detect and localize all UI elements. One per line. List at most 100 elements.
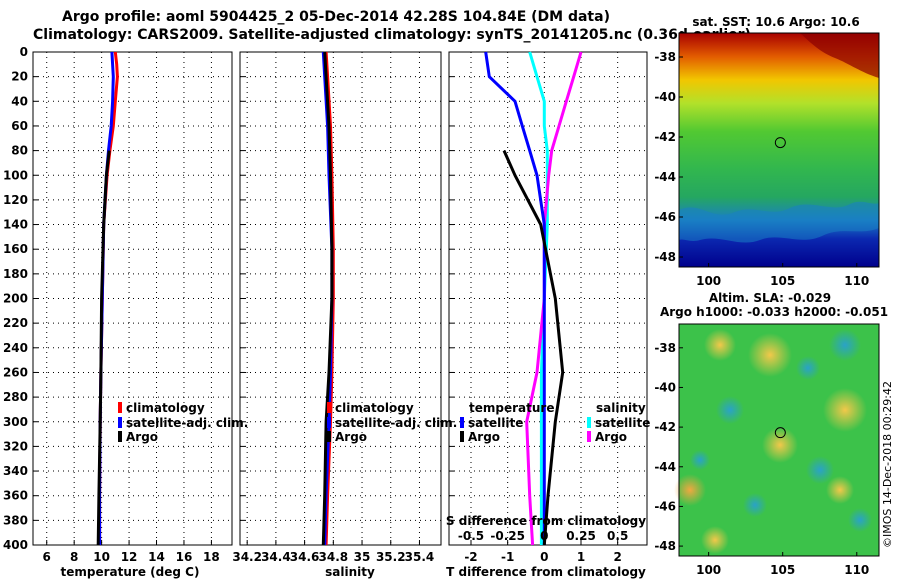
y-tick-label: 80 (11, 144, 28, 158)
series-line-salinity-argo (525, 51, 583, 546)
legend-label-argo: Argo (335, 430, 367, 444)
legend-swatch-argo (118, 431, 122, 442)
y-tick-label: 360 (3, 489, 28, 503)
x-tick-label: 34.4 (261, 550, 291, 564)
map-y-tick-label: -38 (654, 50, 676, 64)
x-tick-label: 16 (176, 550, 193, 564)
sla-map-title: Altim. SLA: -0.029 (709, 291, 831, 305)
legend-label-climatology: climatology (335, 401, 414, 415)
y-tick-label: 140 (3, 218, 28, 232)
x-tick-label: 8 (70, 550, 78, 564)
y-tick-label: 400 (3, 538, 28, 552)
y-tick-label: 40 (11, 94, 28, 108)
y-tick-label: 320 (3, 439, 28, 453)
y-tick-label: 220 (3, 316, 28, 330)
s-tick-label: -0.25 (490, 529, 525, 543)
map-y-tick-label: -46 (654, 210, 676, 224)
legend-group-salinity: salinity (596, 401, 646, 415)
x-tick-label: 14 (148, 550, 165, 564)
x-tick-label: 35 (354, 550, 371, 564)
x-tick-label: 2 (613, 550, 621, 564)
legend-label-sal-satellite: satellite (595, 416, 650, 430)
x-tick-label: 0 (540, 550, 548, 564)
salinity-legend: climatology satellite-adj. clim. Argo (327, 401, 457, 444)
map-x-tick-label: 110 (844, 274, 869, 288)
salinity-panel: 34.2 34.4 34.6 34.8 35 35.2 35.4 salinity clim… (232, 51, 457, 579)
legend-swatch-argo (327, 431, 331, 442)
y-tick-label: 260 (3, 365, 28, 379)
series-line-argo (96, 150, 111, 546)
y-tick-label: 160 (3, 242, 28, 256)
series-line-temperature-argo (502, 149, 565, 546)
s-tick-label: 0.5 (607, 529, 628, 543)
y-tick-label: 280 (3, 390, 28, 404)
map-x-tick-label: 110 (844, 563, 869, 577)
sla-map-subtitle: Argo h1000: -0.033 h2000: -0.051 (660, 305, 888, 319)
s-tick-label: -0.5 (458, 529, 484, 543)
x-tick-label: -2 (464, 550, 477, 564)
temperature-legend: climatology satellite-adj. clim. Argo (118, 401, 248, 444)
map-x-tick-label: 105 (770, 563, 795, 577)
s-tick-label: 0.25 (566, 529, 596, 543)
temperature-axes-frame (32, 51, 233, 546)
sst-front-band (679, 201, 879, 243)
temperature-xlabel: temperature (deg C) (61, 565, 200, 579)
y-tick-label: 180 (3, 267, 28, 281)
y-tick-label: 100 (3, 168, 28, 182)
map-x-tick-label: 100 (696, 563, 721, 577)
map-x-tick-label: 100 (696, 274, 721, 288)
sst-warm-patch (800, 33, 879, 78)
map-y-tick-label: -46 (654, 499, 676, 513)
series-line-temperature-satellite (484, 51, 546, 545)
legend-label-satellite: satellite-adj. clim. (335, 416, 457, 430)
x-tick-label: 6 (43, 550, 51, 564)
legend-label-satellite: satellite-adj. clim. (126, 416, 248, 430)
sst-map-frame (678, 32, 880, 268)
sla-map: Altim. SLA: -0.029 Argo h1000: -0.033 h2… (654, 291, 888, 577)
t-difference-xlabel: T difference from climatology (446, 565, 646, 579)
x-tick-label: -1 (501, 550, 514, 564)
y-tick-label: 20 (11, 70, 28, 84)
x-tick-label: 12 (121, 550, 138, 564)
x-tick-label: 35.4 (405, 550, 435, 564)
s-tick-label: 0 (540, 529, 548, 543)
figure-title-line1: Argo profile: aoml 5904425_2 05-Dec-2014… (62, 9, 610, 25)
map-y-tick-label: -40 (654, 90, 676, 104)
sla-anomaly-blobs (674, 329, 872, 554)
legend-swatch-satellite (327, 417, 331, 428)
sst-map-title: sat. SST: 10.6 Argo: 10.6 (692, 15, 859, 29)
y-tick-label: 0 (20, 45, 28, 59)
difference-axes-frame (448, 51, 648, 546)
sst-map: sat. SST: 10.6 Argo: 10.6 100 105 110 -38 -4… (654, 15, 880, 288)
legend-swatch-sal-argo (587, 431, 591, 442)
map-x-tick-label: 105 (770, 274, 795, 288)
legend-swatch-satellite (118, 417, 122, 428)
map-y-tick-label: -48 (654, 539, 676, 553)
y-tick-label: 240 (3, 341, 28, 355)
legend-label-temp-satellite: satellite (468, 416, 523, 430)
legend-swatch-temp-argo (460, 431, 464, 442)
legend-swatch-sal-satellite (587, 417, 591, 428)
x-tick-label: 34.2 (232, 550, 262, 564)
difference-panel: -2 -1 0 1 2 -0.5 -0.25 0 0.25 0.5 T difference fr… (446, 51, 650, 579)
legend-group-temperature: temperature (469, 401, 554, 415)
series-line-argo (321, 51, 334, 546)
salinity-xlabel: salinity (325, 565, 375, 579)
sst-argo-location-marker (774, 137, 786, 149)
x-tick-label: 34.8 (319, 550, 349, 564)
map-y-tick-label: -42 (654, 420, 676, 434)
figure-title-line2: Climatology: CARS2009. Satellite-adjuste… (33, 27, 751, 43)
sla-map-frame (678, 323, 880, 557)
legend-swatch-climatology (118, 402, 122, 413)
x-tick-label: 18 (203, 550, 220, 564)
map-y-tick-label: -44 (654, 170, 676, 184)
legend-label-argo: Argo (126, 430, 158, 444)
y-tick-label: 300 (3, 415, 28, 429)
legend-swatch-climatology (327, 402, 331, 413)
legend-label-sal-argo: Argo (595, 430, 627, 444)
map-y-tick-label: -40 (654, 380, 676, 394)
map-y-tick-label: -48 (654, 250, 676, 264)
legend-label-climatology: climatology (126, 401, 205, 415)
temperature-panel: 6 8 10 12 14 16 180204060801001201401601802002… (3, 45, 248, 579)
s-difference-xlabel: S difference from climatology (446, 514, 646, 528)
